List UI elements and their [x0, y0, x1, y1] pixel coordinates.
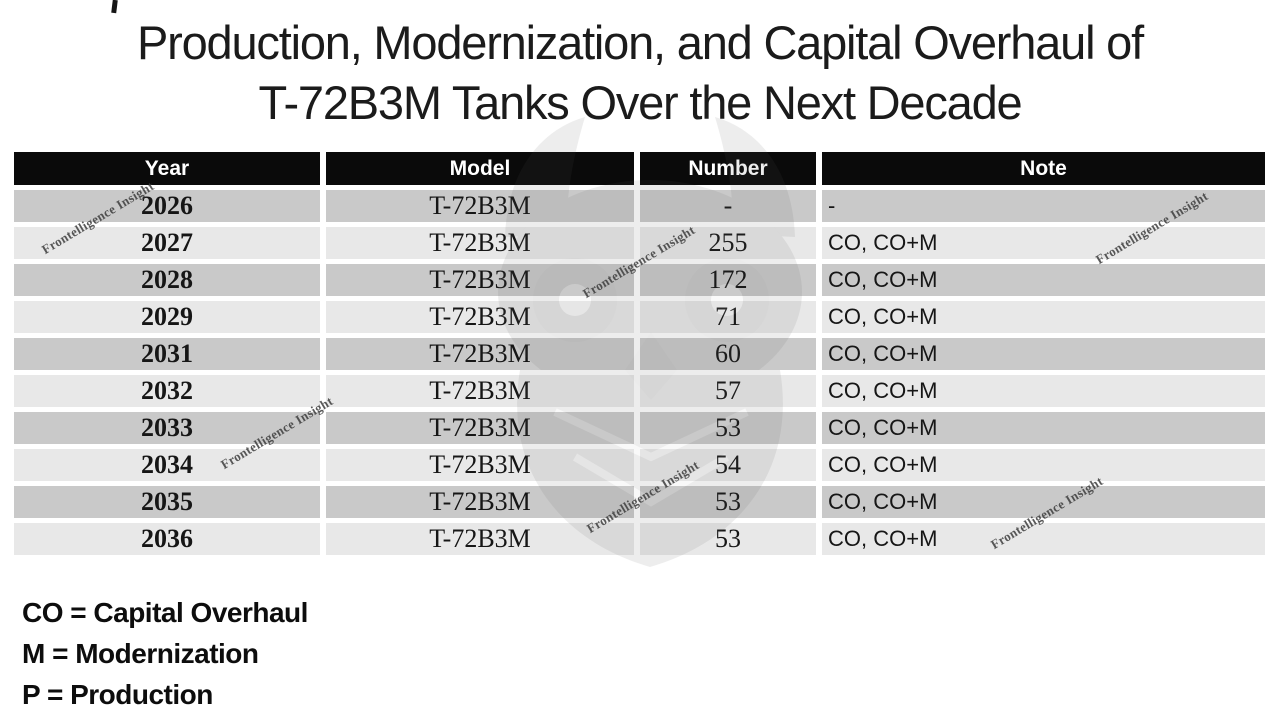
legend-item-co: CO = Capital Overhaul: [22, 597, 308, 628]
data-table: Year Model Number Note 2026 T-72B3M - - …: [14, 152, 1265, 555]
note-cell: CO, CO+M: [822, 338, 1265, 370]
table-row: 2027 T-72B3M 255 CO, CO+M: [14, 227, 1265, 259]
note-cell: CO, CO+M: [822, 264, 1265, 296]
note-cell: CO, CO+M: [822, 523, 1265, 555]
year-cell: 2034: [14, 449, 320, 481]
model-cell: T-72B3M: [326, 338, 634, 370]
number-cell: 53: [640, 523, 816, 555]
title-line-2: T-72B3M Tanks Over the Next Decade: [258, 76, 1023, 129]
table-row: 2036 T-72B3M 53 CO, CO+M: [14, 523, 1265, 555]
table-row: 2034 T-72B3M 54 CO, CO+M: [14, 449, 1265, 481]
column-header-model: Model: [326, 152, 634, 185]
number-cell: 53: [640, 486, 816, 518]
legend-item-p: P = Production: [22, 679, 213, 710]
number-cell: 71: [640, 301, 816, 333]
year-cell: 2033: [14, 412, 320, 444]
table-header-row: Year Model Number Note: [14, 152, 1265, 185]
table-row: 2031 T-72B3M 60 CO, CO+M: [14, 338, 1265, 370]
note-cell: CO, CO+M: [822, 486, 1265, 518]
note-cell: CO, CO+M: [822, 375, 1265, 407]
note-cell: CO, CO+M: [822, 412, 1265, 444]
table-row: 2032 T-72B3M 57 CO, CO+M: [14, 375, 1265, 407]
table-row: 2029 T-72B3M 71 CO, CO+M: [14, 301, 1265, 333]
legend: CO = Capital Overhaul M = Modernization …: [22, 592, 308, 715]
year-cell: 2028: [14, 264, 320, 296]
table-row: 2033 T-72B3M 53 CO, CO+M: [14, 412, 1265, 444]
number-cell: 60: [640, 338, 816, 370]
table-row: 2026 T-72B3M - -: [14, 190, 1265, 222]
number-cell: 54: [640, 449, 816, 481]
note-cell: CO, CO+M: [822, 227, 1265, 259]
note-cell: -: [822, 190, 1265, 222]
number-cell: 172: [640, 264, 816, 296]
note-cell: CO, CO+M: [822, 301, 1265, 333]
year-cell: 2026: [14, 190, 320, 222]
column-header-year: Year: [14, 152, 320, 185]
year-cell: 2027: [14, 227, 320, 259]
model-cell: T-72B3M: [326, 412, 634, 444]
legend-item-m: M = Modernization: [22, 638, 259, 669]
model-cell: T-72B3M: [326, 301, 634, 333]
model-cell: T-72B3M: [326, 523, 634, 555]
year-cell: 2032: [14, 375, 320, 407]
number-cell: -: [640, 190, 816, 222]
number-cell: 57: [640, 375, 816, 407]
year-cell: 2029: [14, 301, 320, 333]
column-header-note: Note: [822, 152, 1265, 185]
model-cell: T-72B3M: [326, 375, 634, 407]
model-cell: T-72B3M: [326, 190, 634, 222]
edge-artifact: [111, 0, 118, 14]
model-cell: T-72B3M: [326, 486, 634, 518]
column-header-number: Number: [640, 152, 816, 185]
year-cell: 2036: [14, 523, 320, 555]
number-cell: 255: [640, 227, 816, 259]
model-cell: T-72B3M: [326, 449, 634, 481]
model-cell: T-72B3M: [326, 227, 634, 259]
table-row: 2035 T-72B3M 53 CO, CO+M: [14, 486, 1265, 518]
title-line-1: Production, Modernization, and Capital O…: [137, 16, 1144, 69]
model-cell: T-72B3M: [326, 264, 634, 296]
note-cell: CO, CO+M: [822, 449, 1265, 481]
number-cell: 53: [640, 412, 816, 444]
chart-title: Production, Modernization, and Capital O…: [0, 13, 1280, 133]
year-cell: 2031: [14, 338, 320, 370]
table-row: 2028 T-72B3M 172 CO, CO+M: [14, 264, 1265, 296]
year-cell: 2035: [14, 486, 320, 518]
